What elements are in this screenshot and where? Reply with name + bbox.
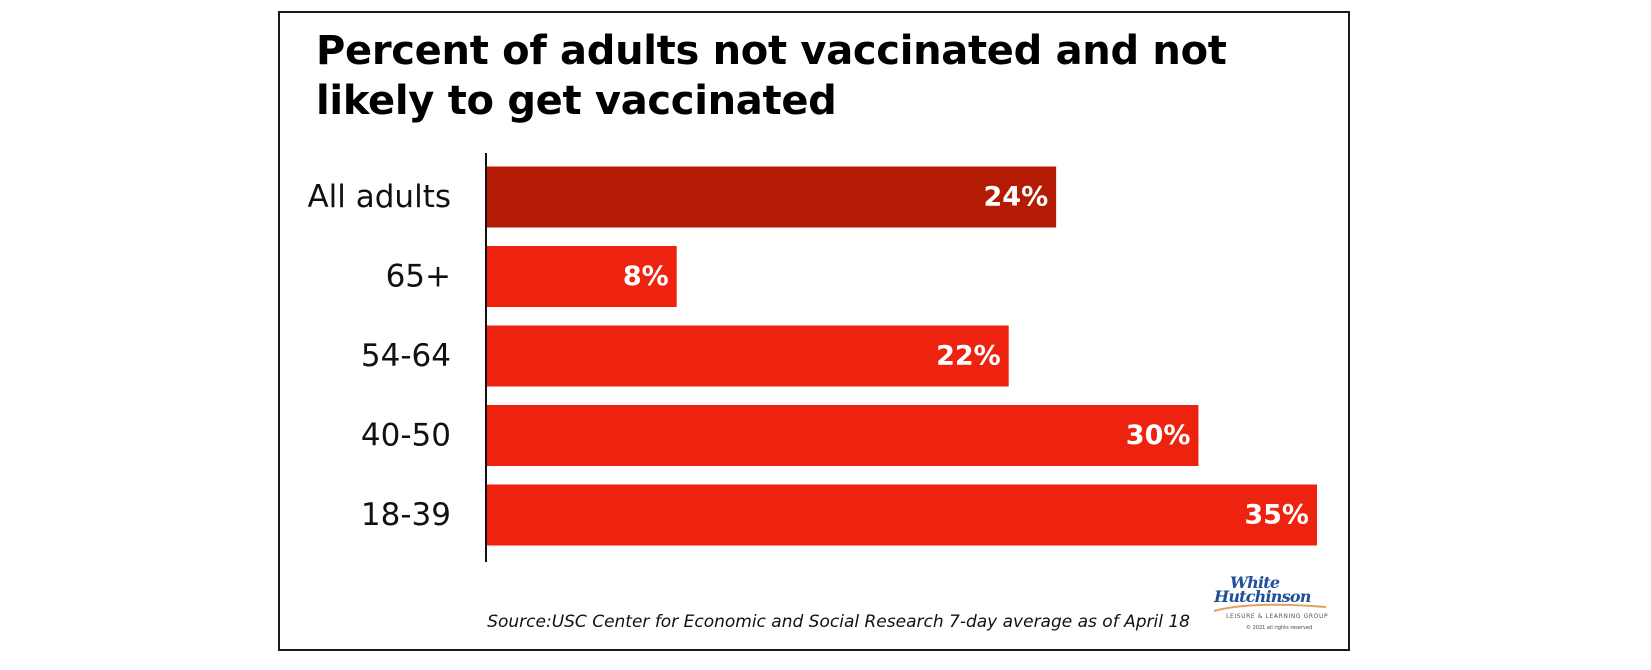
bar-65- — [487, 246, 677, 307]
value-label: 30% — [1126, 420, 1191, 451]
bar-18-39 — [487, 484, 1317, 546]
source-note: Source:USC Center for Economic and Socia… — [487, 612, 1190, 632]
logo-swoosh-icon — [1213, 603, 1327, 612]
white-hutchinson-logo: White Hutchinson LEISURE & LEARNING GROU… — [1206, 573, 1336, 637]
logo-line1: White — [1230, 573, 1280, 592]
bar-40-50 — [487, 405, 1199, 466]
bar-54-64 — [487, 325, 1009, 387]
category-label: All adults — [307, 179, 451, 215]
logo-tagline: LEISURE & LEARNING GROUP — [1226, 613, 1329, 620]
category-label: 18-39 — [361, 497, 451, 533]
category-label: 54-64 — [361, 338, 451, 374]
bar-all-adults — [487, 166, 1057, 228]
category-label: 40-50 — [361, 418, 451, 454]
chart-title: Percent of adults not vaccinated and not… — [316, 28, 1227, 124]
value-label: 24% — [984, 182, 1049, 213]
logo-line2: Hutchinson — [1214, 587, 1311, 606]
value-label: 8% — [623, 261, 669, 292]
value-label: 35% — [1244, 500, 1309, 531]
category-label: 65+ — [386, 259, 451, 295]
value-label: 22% — [936, 341, 1001, 372]
logo-copyright: © 2021 all rights reserved — [1246, 625, 1313, 631]
